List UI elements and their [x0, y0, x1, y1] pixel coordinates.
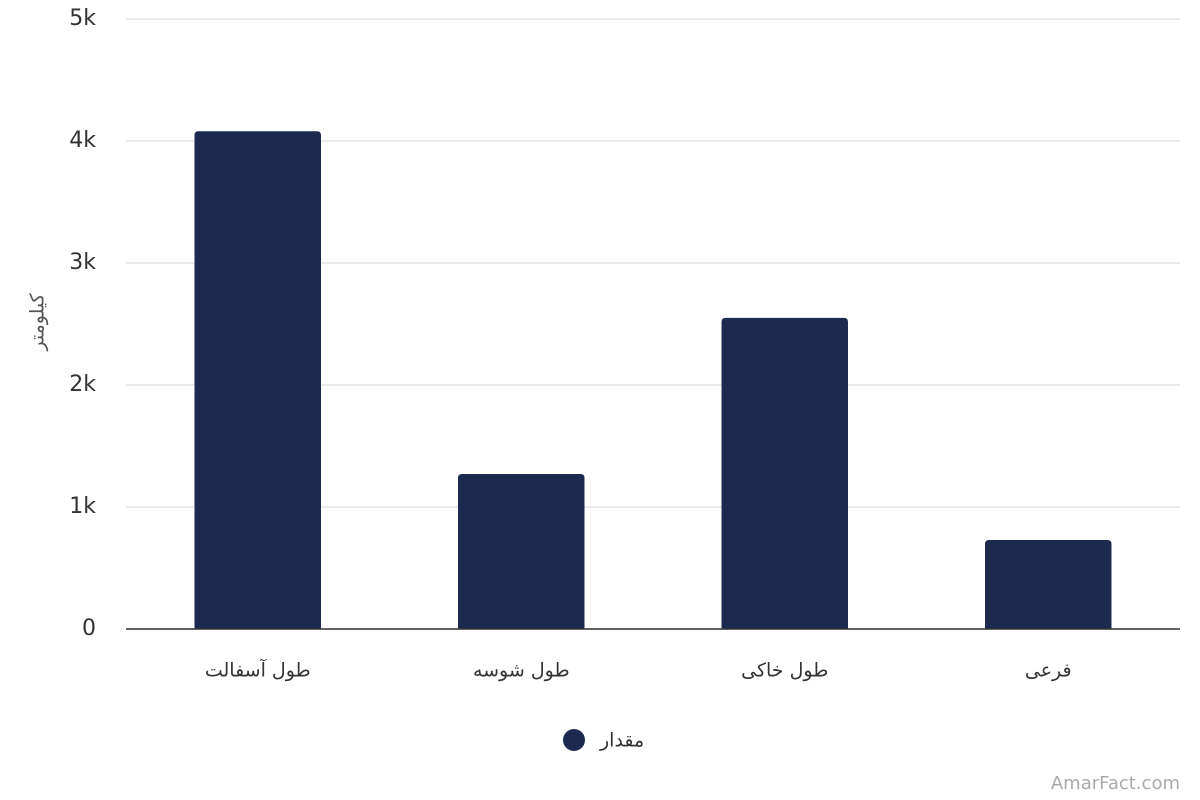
y-tick-label: 1k: [69, 494, 96, 519]
x-tick-label: طول شوسه: [473, 660, 570, 682]
x-tick-label: طول خاکی: [741, 660, 828, 682]
x-tick-label: فرعی: [1025, 660, 1072, 682]
y-tick-label: 5k: [69, 6, 96, 31]
bar: [194, 131, 321, 630]
credit: AmarFact.com: [1051, 773, 1180, 794]
bar: [985, 539, 1112, 629]
legend-label: مقدار: [599, 730, 644, 752]
x-tick-label: طول آسفالت: [205, 658, 311, 682]
bar: [721, 317, 848, 629]
y-tick-label: 4k: [69, 128, 96, 153]
y-tick-label: 0: [82, 616, 96, 641]
y-axis-title: کیلومتر: [27, 292, 49, 351]
y-tick-label: 3k: [69, 250, 96, 275]
y-tick-label: 2k: [69, 372, 96, 397]
bar: [458, 474, 585, 629]
legend-swatch: [563, 729, 585, 751]
